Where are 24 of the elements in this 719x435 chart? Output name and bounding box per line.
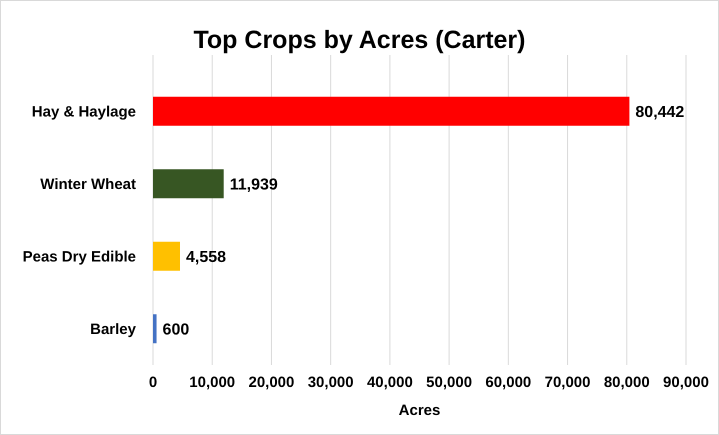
data-label: 4,558 bbox=[186, 248, 226, 266]
x-tick-label: 90,000 bbox=[663, 374, 709, 391]
x-tick-label: 50,000 bbox=[426, 374, 472, 391]
x-tick-label: 60,000 bbox=[485, 374, 532, 391]
bar bbox=[153, 96, 630, 126]
y-tick-label: Hay & Haylage bbox=[32, 104, 136, 120]
bar bbox=[153, 242, 180, 271]
bar bbox=[153, 314, 157, 344]
chart-title: Top Crops by Acres (Carter) bbox=[193, 26, 526, 54]
data-label: 600 bbox=[162, 321, 190, 338]
x-tick-label: 30,000 bbox=[308, 374, 354, 391]
x-tick-label: 80,000 bbox=[604, 374, 650, 391]
data-label: 11,939 bbox=[230, 176, 278, 194]
x-tick-label: 20,000 bbox=[248, 374, 294, 391]
y-tick-label: Peas Dry Edible bbox=[22, 248, 136, 266]
x-tick-label: 0 bbox=[148, 374, 158, 391]
x-axis-title: Acres bbox=[398, 402, 440, 419]
y-tick-label: Barley bbox=[90, 321, 137, 338]
y-tick-label: Winter Wheat bbox=[40, 176, 136, 193]
bar bbox=[153, 169, 224, 198]
x-tick-label: 40,000 bbox=[366, 374, 413, 391]
x-tick-label: 10,000 bbox=[189, 374, 236, 391]
x-tick-label: 70,000 bbox=[544, 374, 590, 391]
data-label: 80,442 bbox=[635, 104, 684, 121]
